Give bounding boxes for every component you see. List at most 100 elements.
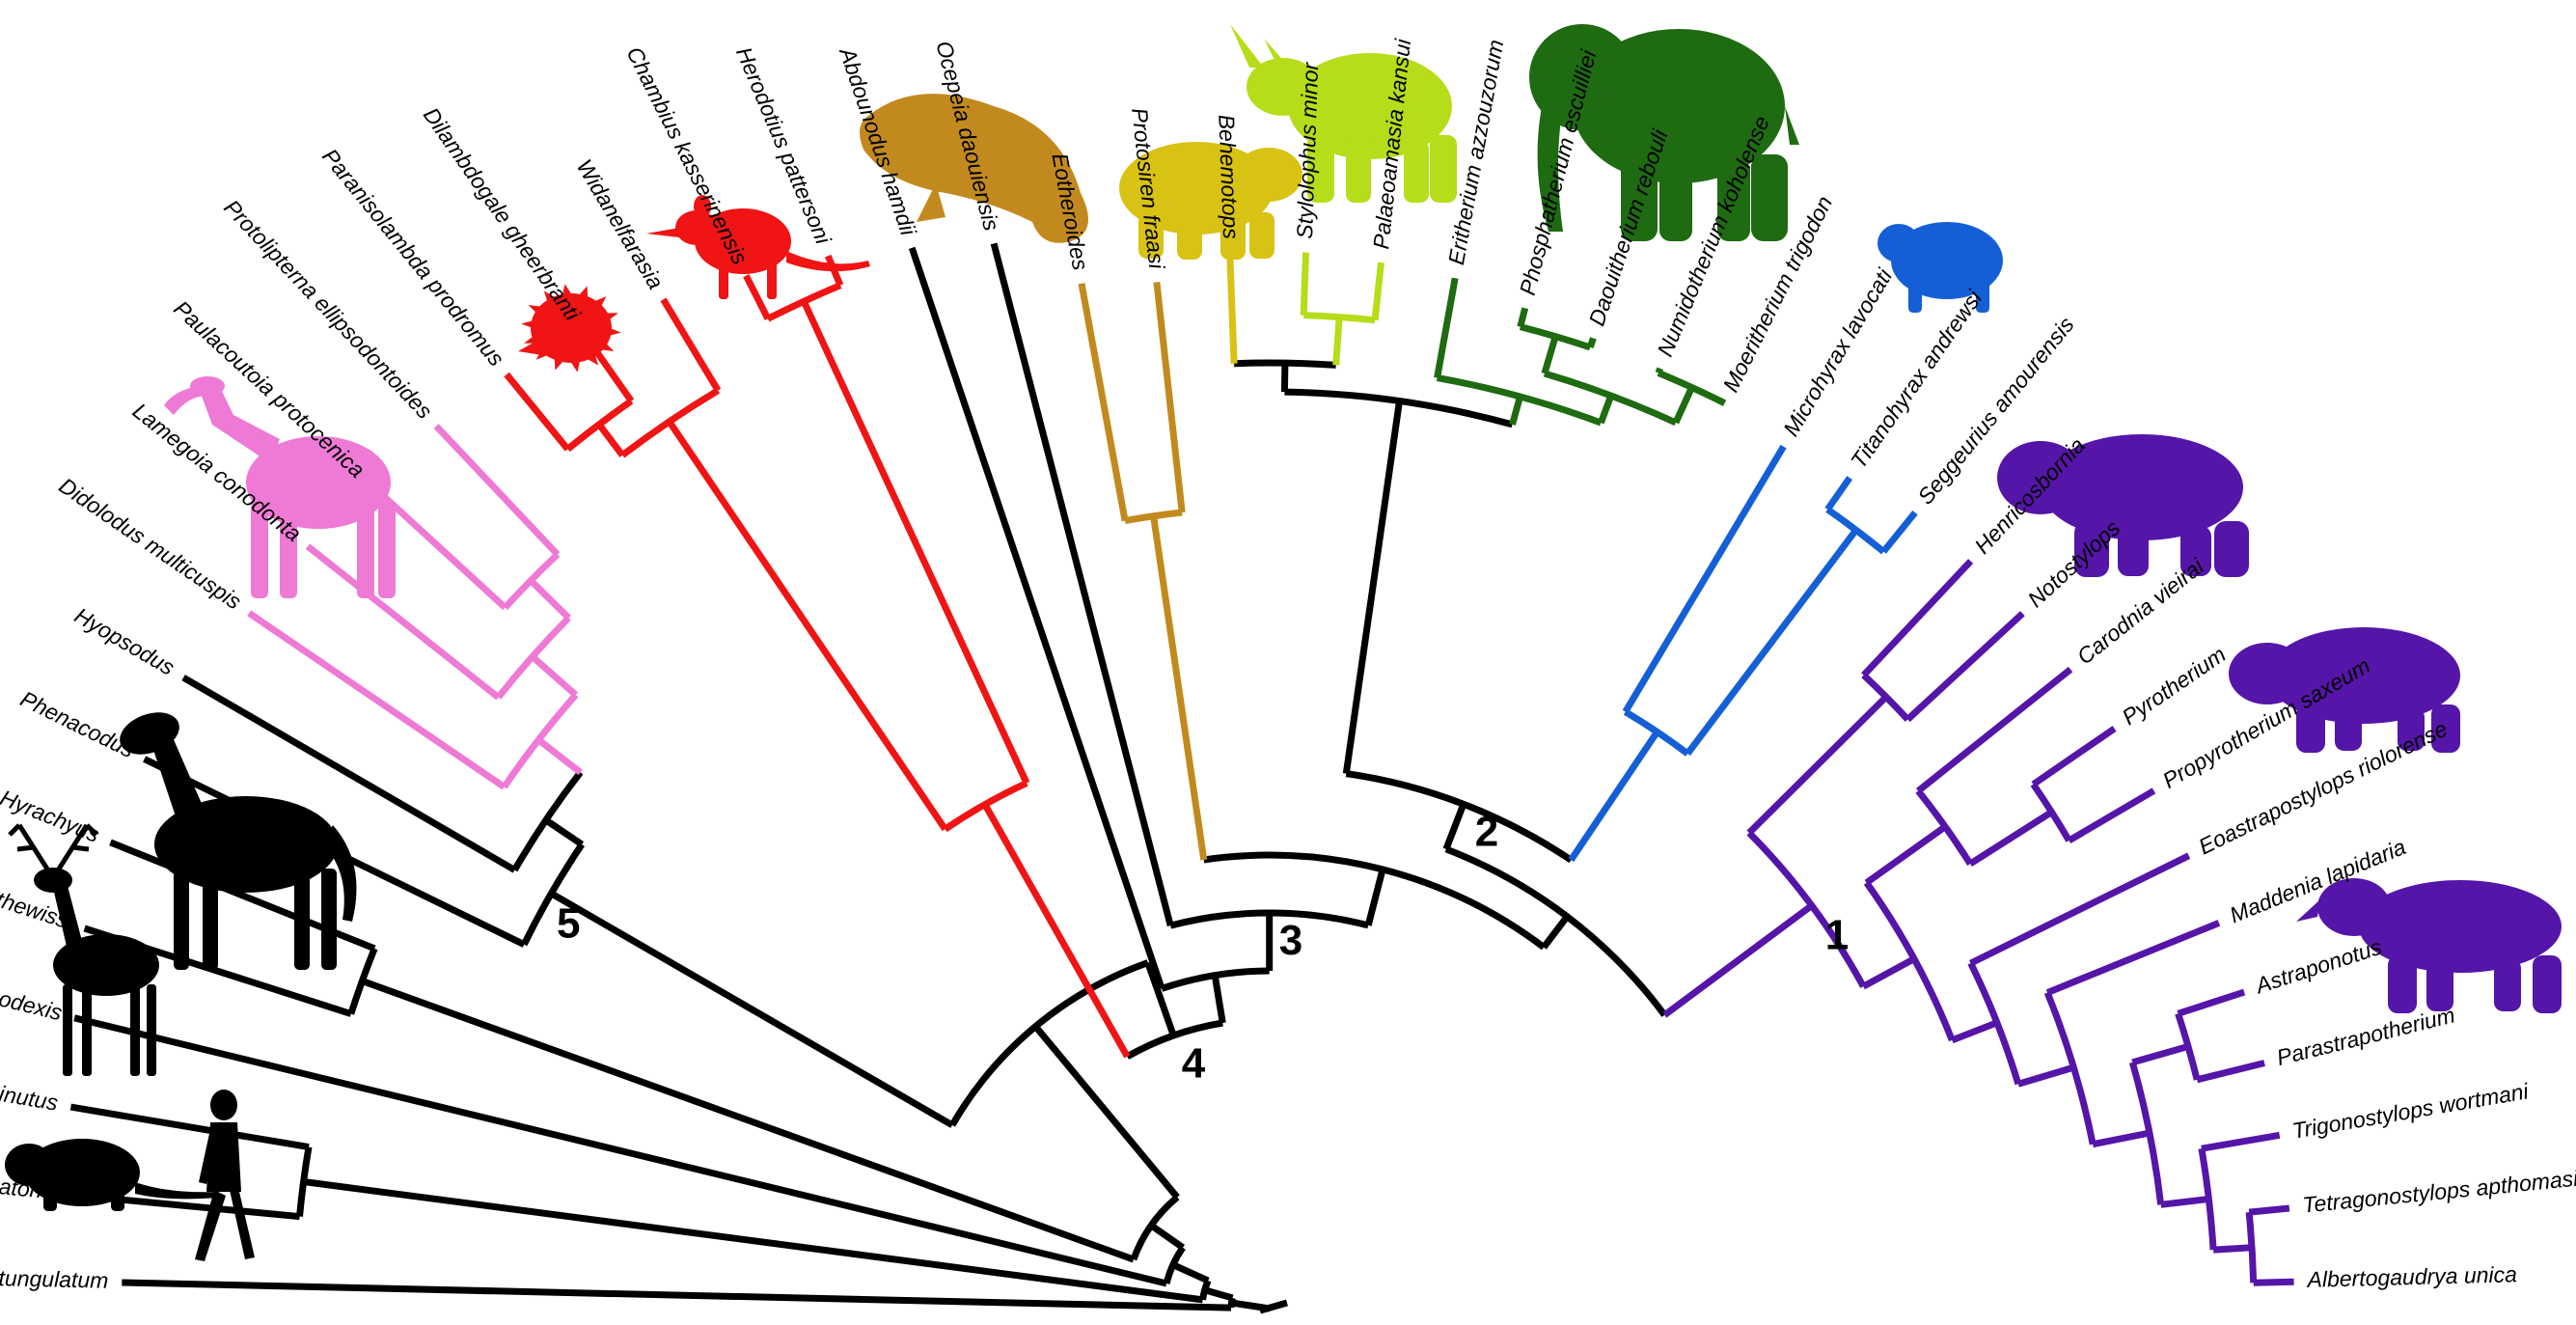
branch-arc-105 [1863,880,1956,1042]
branch-line-3 [1203,1286,1234,1302]
branch-arc-84 [1519,323,1592,351]
branch-line-103 [1905,611,2025,723]
branch-line-63 [1078,283,1129,522]
branch-arc-95 [1825,507,1886,555]
branch-line-52 [824,254,844,287]
branch-line-127 [2201,1131,2281,1152]
taxon-label: Stylolophus minor [1292,61,1323,239]
branch-arc-110 [2030,782,2072,842]
node-label-3: 3 [1279,917,1302,964]
branch-line-47 [578,327,635,403]
branch-arc-43 [619,387,721,458]
branch-arc-10 [1163,1245,1186,1284]
branch-line-5 [303,1178,1204,1304]
root-stem [1259,1299,1288,1314]
branch-line-98 [1662,902,1814,1018]
branch-line-77 [1371,262,1384,321]
branch-arc-21 [948,959,1149,1127]
taxon-label: Trigonostylops wortmani [2290,1078,2531,1144]
branch-line-59 [1364,868,1386,926]
branch-line-128 [2212,1244,2253,1254]
taxon-label: Albertogaudrya unica [2305,1261,2517,1292]
branch-line-73 [1226,252,1238,364]
branch-line-53 [1211,975,1226,1024]
branch-line-131 [2253,1278,2294,1286]
branch-line-33 [305,543,501,701]
taxon-label: Hyrachyus [0,785,104,847]
branch-arc-60 [1203,851,1547,951]
branch-line-49 [801,299,1030,785]
branch-line-125 [2160,1196,2209,1208]
branch-line-9 [1171,1261,1210,1284]
branch-arc-4 [1199,1279,1212,1301]
branch-line-124 [2196,1060,2265,1084]
branch-arc-107 [1915,788,1974,866]
branch-arc-82 [1543,370,1678,427]
branch-line-44 [596,422,625,457]
branch-line-28 [536,736,583,776]
label-layer: ProtungulatumPurgatoriusTribosphenomys m… [0,37,2576,1292]
branch-line-113 [1951,1019,1999,1044]
branch-line-25 [543,816,585,847]
branch-line-76 [1300,252,1309,316]
branch-line-86 [1586,337,1597,349]
branch-arc-32 [495,615,571,700]
branch-line-16 [83,925,352,1017]
branch-line-2 [122,1279,1232,1311]
branch-line-118 [2045,920,2221,996]
branch-arc-15 [347,947,378,1015]
node-label-4: 4 [1182,1039,1206,1087]
branch-line-81 [1598,394,1615,425]
node-label-5: 5 [557,899,580,947]
pyrotherium-icon [1997,434,2249,577]
branch-line-69 [1342,400,1403,775]
taxon-label: Notostylops [2022,514,2124,612]
taxon-label: Phenacodus [16,686,139,763]
branch-line-116 [2016,1063,2075,1088]
taxon-label: Tetragonostylops apthomasi [2301,1166,2576,1218]
taxon-label: Parastrapotherium [2274,1002,2457,1070]
hippo-like-icon [1119,142,1302,260]
branch-line-17 [109,839,376,952]
branch-line-11 [73,1014,1167,1287]
branch-line-130 [2248,1204,2290,1216]
branch-arc-70 [1284,388,1514,428]
branch-line-67 [1442,803,1467,851]
branch-line-30 [247,610,507,790]
silhouette-layer [5,24,2562,1261]
branch-line-94 [1685,528,1859,757]
branch-line-106 [1864,823,1948,886]
branch-line-7 [78,1192,300,1221]
branch-line-14 [361,978,1136,1263]
rodent-icon [5,1139,217,1211]
branch-line-48 [660,297,722,393]
branch-line-102 [1861,559,1974,677]
branch-arc-57 [1169,909,1370,929]
branch-line-65 [1541,914,1571,950]
branch-line-34 [528,578,571,621]
taxon-label: Behemotops [1214,114,1244,240]
branch-line-61 [1150,515,1208,861]
branch-arc-99 [1746,830,1867,988]
branch-line-109 [1968,809,2054,868]
manatee-icon [860,94,1088,243]
branch-arc-75 [1303,312,1376,324]
branch-arc-129 [2245,1211,2258,1284]
elephant-shrew-icon [646,195,870,299]
branch-line-20 [1032,1024,1143,1155]
branch-arc-41 [943,780,1028,833]
human-icon [195,1090,255,1261]
branch-arc-1 [1227,1297,1236,1309]
branch-arc-54 [1160,967,1270,992]
branch-arc-29 [501,692,579,789]
node-label-2: 2 [1475,809,1498,856]
branch-arc-50 [766,282,842,322]
branch-line-108 [1916,666,2073,794]
branch-line-58 [990,242,1174,926]
branch-line-100 [1746,694,1889,836]
branch-line-123 [2177,988,2246,1017]
node-label-layer: 1 2 3 4 5 [557,809,1849,1088]
branch-arc-26 [511,770,584,872]
branch-line-18 [1137,1150,1180,1200]
